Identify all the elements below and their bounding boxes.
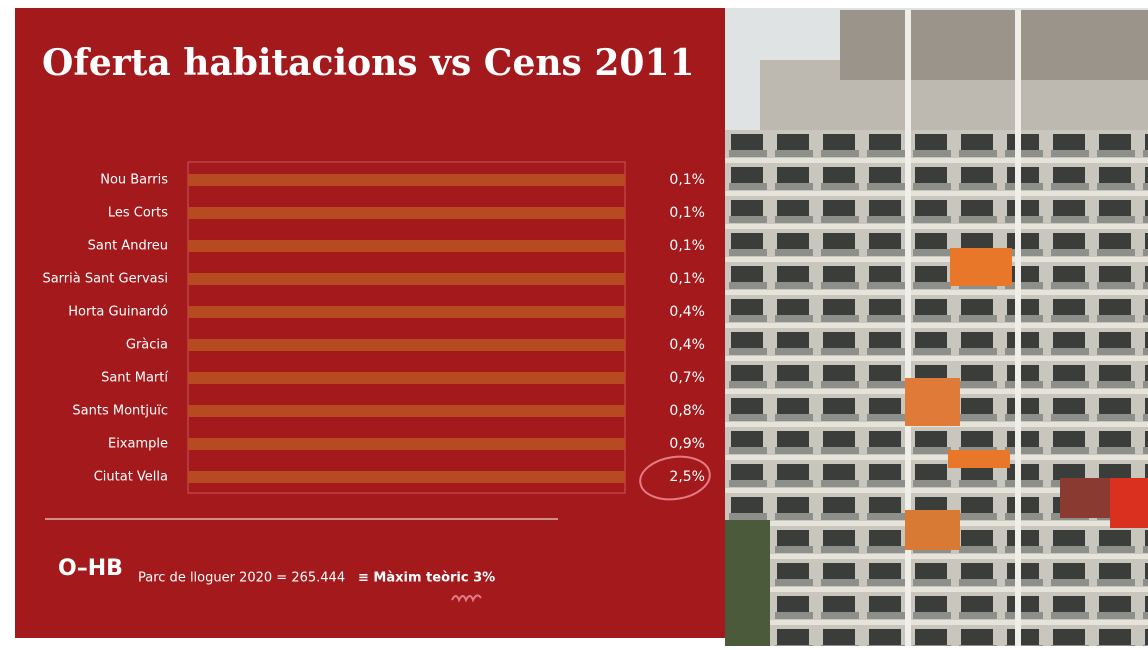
- bar-track: [188, 438, 625, 450]
- bar-track: [188, 207, 625, 219]
- category-label: Sant Martí: [101, 371, 168, 386]
- category-label: Sants Montjuïc: [72, 404, 168, 419]
- category-label: Nou Barris: [100, 173, 168, 188]
- value-label: 0,1%: [669, 205, 705, 221]
- panel: [15, 8, 725, 638]
- logo: O–HB: [58, 556, 123, 581]
- bar-track: [188, 273, 625, 285]
- category-label: Les Corts: [108, 206, 168, 221]
- category-label: Gràcia: [126, 338, 168, 353]
- highlight-circle: [639, 455, 711, 501]
- bar-track: [188, 174, 625, 186]
- plot-frame: [187, 161, 626, 494]
- bar-track: [188, 240, 625, 252]
- bar-track: [188, 339, 625, 351]
- value-label: 0,4%: [669, 304, 705, 320]
- bar-track: [188, 372, 625, 384]
- category-label: Sarrià Sant Gervasi: [42, 272, 168, 287]
- value-label: 0,1%: [669, 238, 705, 254]
- chart-title: Oferta habitacions vs Cens 2011: [42, 42, 695, 84]
- category-label: Ciutat Vella: [94, 470, 168, 485]
- category-label: Eixample: [108, 437, 168, 452]
- value-label: 0,1%: [669, 172, 705, 188]
- bar-track: [188, 306, 625, 318]
- value-label: 0,9%: [669, 436, 705, 452]
- value-label: 0,4%: [669, 337, 705, 353]
- bar-track: [188, 405, 625, 417]
- value-label: 0,7%: [669, 370, 705, 386]
- bar-track: [188, 471, 625, 483]
- footer-text: Parc de lloguer 2020 = 265.444: [138, 571, 345, 586]
- photo: [725, 8, 1148, 646]
- value-label: 2,5%: [669, 469, 705, 485]
- squiggle: [451, 594, 482, 603]
- category-label: Horta Guinardó: [68, 305, 168, 320]
- category-label: Sant Andreu: [88, 239, 168, 254]
- value-label: 0,8%: [669, 403, 705, 419]
- footer-highlight: ≡ Màxim teòric 3%: [358, 571, 495, 586]
- value-label: 0,1%: [669, 271, 705, 287]
